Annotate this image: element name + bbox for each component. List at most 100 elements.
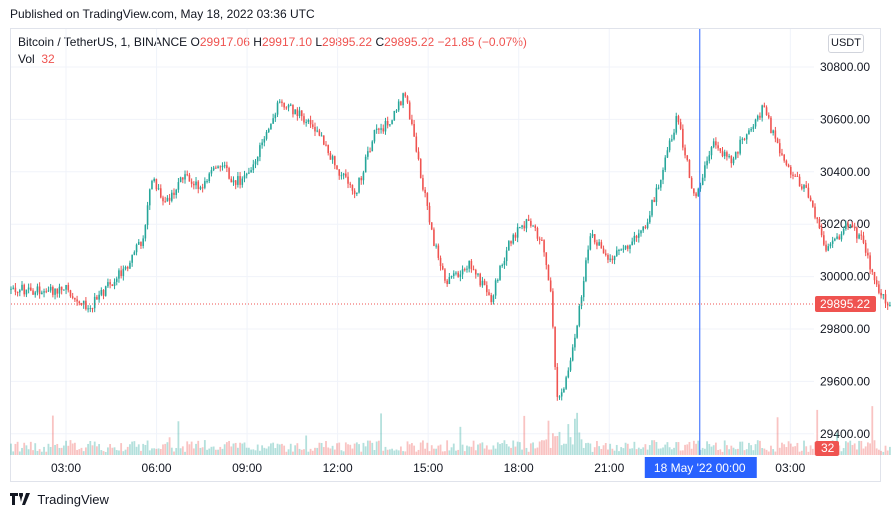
candle-body bbox=[49, 286, 52, 291]
crosshair-time-label: 18 May '22 00:00 bbox=[654, 461, 746, 475]
candle-body bbox=[349, 183, 352, 185]
volume-bar bbox=[419, 442, 422, 455]
candle-body bbox=[25, 289, 28, 295]
candle-body bbox=[642, 226, 645, 231]
volume-bar bbox=[699, 449, 702, 455]
volume-bar bbox=[274, 448, 277, 455]
candle-body bbox=[719, 148, 722, 152]
candle-body bbox=[155, 178, 158, 190]
candle-body bbox=[845, 223, 847, 229]
volume-bar bbox=[635, 449, 638, 455]
candle-body bbox=[441, 265, 444, 270]
candle-body bbox=[305, 121, 307, 123]
volume-bar bbox=[875, 448, 878, 455]
volume-bar bbox=[518, 442, 521, 455]
candle-body bbox=[107, 282, 109, 287]
candle-body bbox=[508, 241, 510, 251]
volume-bar bbox=[844, 441, 847, 455]
volume-bar bbox=[534, 448, 537, 455]
volume-bar bbox=[763, 448, 766, 455]
candle-body bbox=[838, 236, 841, 240]
volume-bar bbox=[679, 450, 682, 455]
candle-body bbox=[54, 288, 56, 295]
last-volume-label: 32 bbox=[821, 441, 835, 455]
volume-bar bbox=[87, 443, 89, 455]
volume-bar bbox=[43, 446, 45, 455]
volume-bar bbox=[93, 441, 96, 455]
volume-bar bbox=[386, 449, 389, 455]
footer-brand: TradingView bbox=[10, 492, 109, 508]
candle-body bbox=[723, 152, 726, 157]
volume-bar bbox=[516, 441, 519, 455]
volume-bar bbox=[472, 440, 475, 455]
volume-bar bbox=[122, 451, 125, 455]
published-caption: Published on TradingView.com, May 18, 20… bbox=[10, 7, 315, 21]
volume-bar bbox=[89, 441, 92, 455]
candle-body bbox=[250, 170, 252, 173]
volume-bar bbox=[748, 442, 750, 455]
candle-body bbox=[867, 252, 869, 256]
candle-body bbox=[882, 294, 885, 296]
volume-bar bbox=[71, 443, 74, 455]
volume-bar bbox=[523, 415, 526, 455]
candle-body bbox=[693, 188, 695, 194]
volume-bar bbox=[340, 450, 343, 455]
volume-bar bbox=[745, 449, 748, 455]
volume-bar bbox=[373, 450, 376, 455]
volume-bar bbox=[536, 447, 539, 455]
volume-bar bbox=[525, 447, 528, 455]
volume-bar bbox=[307, 451, 310, 455]
volume-bar bbox=[424, 448, 427, 455]
volume-bar bbox=[792, 446, 794, 455]
candle-body bbox=[792, 174, 794, 176]
candle-body bbox=[494, 280, 497, 296]
volume-bar bbox=[756, 440, 759, 455]
volume-bar bbox=[76, 449, 78, 455]
candle-body bbox=[254, 161, 257, 165]
volume-bar bbox=[551, 433, 554, 455]
volume-bar bbox=[448, 450, 451, 455]
candle-body bbox=[298, 110, 301, 116]
candle-body bbox=[497, 279, 499, 281]
candle-body bbox=[878, 284, 880, 293]
candle-body bbox=[173, 192, 175, 195]
volume-bar bbox=[241, 443, 244, 455]
volume-bar bbox=[58, 447, 61, 455]
volume-bar bbox=[565, 443, 568, 455]
candle-body bbox=[781, 153, 783, 155]
volume-bar bbox=[320, 442, 323, 455]
volume-bar bbox=[377, 440, 380, 455]
candle-body bbox=[763, 105, 766, 108]
candle-body bbox=[607, 254, 609, 260]
volume-bar bbox=[596, 441, 598, 455]
candle-body bbox=[633, 235, 636, 242]
volume-bar bbox=[131, 441, 134, 455]
candle-body bbox=[133, 252, 136, 255]
volume-bar bbox=[243, 442, 246, 455]
volume-bar bbox=[349, 444, 352, 455]
volume-bar bbox=[664, 444, 667, 455]
candle-body bbox=[336, 165, 338, 170]
symbol-name: Bitcoin / TetherUS, 1, BINANCE bbox=[18, 35, 188, 49]
candle-body bbox=[759, 115, 761, 118]
volume-bar bbox=[466, 445, 468, 455]
volume-bar bbox=[305, 435, 308, 455]
volume-bar bbox=[613, 450, 616, 455]
volume-bar bbox=[655, 441, 658, 455]
volume-bar bbox=[507, 446, 510, 455]
candle-body bbox=[569, 360, 572, 371]
volume-bar bbox=[554, 436, 556, 455]
candle-body bbox=[331, 156, 334, 160]
volume-bar bbox=[294, 445, 297, 455]
volume-bar bbox=[276, 443, 279, 455]
candle-body bbox=[615, 250, 618, 256]
candle-body bbox=[653, 199, 656, 202]
candle-body bbox=[761, 105, 763, 118]
chart-frame[interactable] bbox=[10, 28, 881, 482]
currency-button[interactable]: USDT bbox=[828, 34, 864, 53]
volume-bar bbox=[494, 448, 497, 455]
candle-body bbox=[353, 190, 356, 195]
candle-body bbox=[657, 187, 660, 189]
candle-body bbox=[816, 217, 819, 220]
